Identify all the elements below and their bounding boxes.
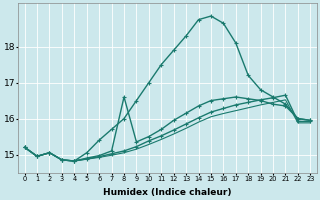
X-axis label: Humidex (Indice chaleur): Humidex (Indice chaleur) — [103, 188, 232, 197]
